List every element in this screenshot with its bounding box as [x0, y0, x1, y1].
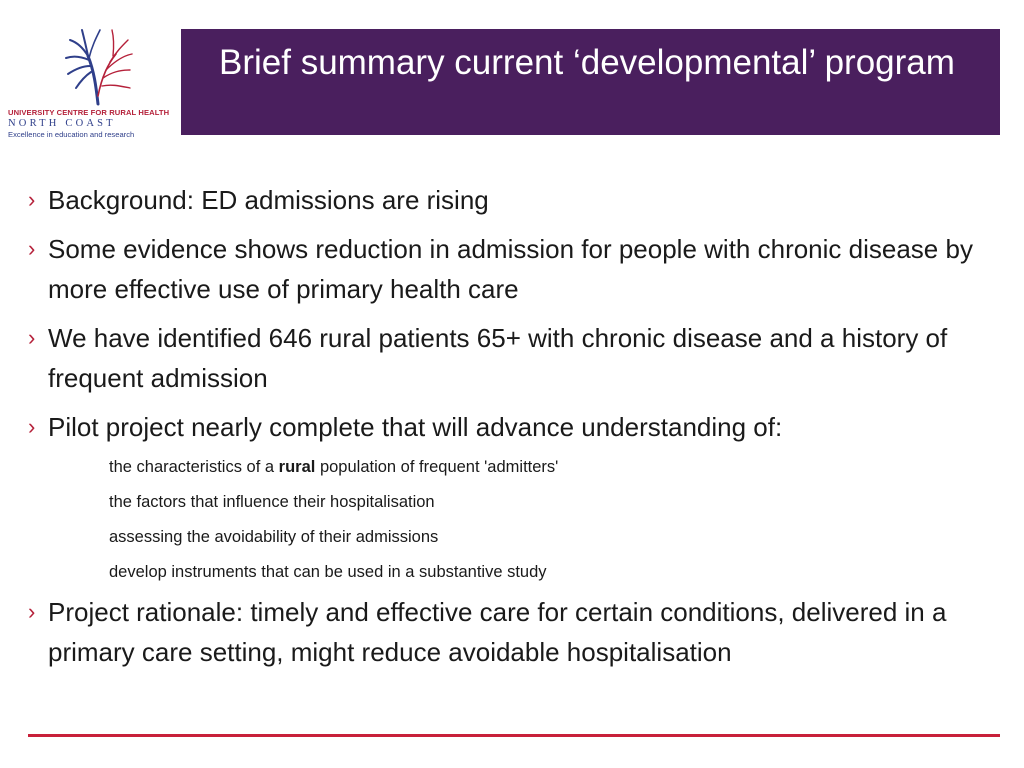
- title-bar: Brief summary current ‘developmental’ pr…: [181, 29, 1000, 135]
- bullet-text: Background: ED admissions are rising: [48, 185, 489, 215]
- sub-bullet-item: the factors that influence their hospita…: [28, 485, 988, 520]
- bullet-item: › Pilot project nearly complete that wil…: [28, 407, 988, 447]
- sub-bullet-text: assessing the avoidability of their admi…: [109, 528, 439, 546]
- logo: UNIVERSITY CENTRE FOR RURAL HEALTH NORTH…: [8, 22, 173, 139]
- sub-bullet-item: assessing the avoidability of their admi…: [28, 520, 988, 555]
- sub-bullet-text-post: population of frequent 'admitters': [315, 458, 559, 476]
- bullet-marker-icon: ›: [28, 599, 36, 624]
- slide-title: Brief summary current ‘developmental’ pr…: [219, 43, 955, 82]
- bottom-divider: [28, 734, 1000, 737]
- bullet-item: › Background: ED admissions are rising: [28, 180, 988, 220]
- sub-bullet-item: the characteristics of a rural populatio…: [28, 450, 988, 485]
- logo-tagline: Excellence in education and research: [8, 130, 135, 139]
- bullet-marker-icon: ›: [28, 325, 36, 350]
- logo-region-name: NORTH COAST: [8, 118, 116, 129]
- sub-bullet-emphasis: rural: [278, 458, 316, 476]
- sub-bullet-item: develop instruments that can be used in …: [28, 555, 988, 590]
- bullet-text: Some evidence shows reduction in admissi…: [48, 234, 973, 304]
- sub-bullet-text: the factors that influence their hospita…: [109, 493, 435, 511]
- sub-bullet-text: develop instruments that can be used in …: [109, 563, 547, 581]
- sub-bullet-text-pre: the characteristics of a: [109, 458, 279, 476]
- bullet-text: Pilot project nearly complete that will …: [48, 412, 783, 442]
- slide-body: › Background: ED admissions are rising ›…: [28, 180, 988, 681]
- bullet-marker-icon: ›: [28, 236, 36, 261]
- bullet-text: Project rationale: timely and effective …: [48, 597, 947, 667]
- bullet-item: › Some evidence shows reduction in admis…: [28, 229, 988, 309]
- bullet-item: › Project rationale: timely and effectiv…: [28, 592, 988, 672]
- logo-institution-name: UNIVERSITY CENTRE FOR RURAL HEALTH: [8, 108, 170, 117]
- sub-bullet-list: the characteristics of a rural populatio…: [28, 450, 988, 590]
- bullet-marker-icon: ›: [28, 187, 36, 212]
- bullet-text: We have identified 646 rural patients 65…: [48, 323, 948, 393]
- bullet-marker-icon: ›: [28, 414, 36, 439]
- bullet-item: › We have identified 646 rural patients …: [28, 318, 988, 398]
- tree-logo-icon: [65, 29, 133, 106]
